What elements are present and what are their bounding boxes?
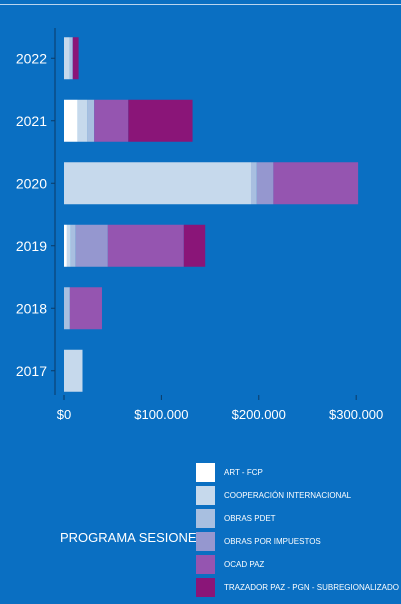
legend-title: PROGRAMA SESIONES [60,530,206,545]
bar-2021-series-1 [77,99,88,142]
bar-2018-series-2 [64,287,70,330]
legend-swatch [196,485,215,505]
bar-2022-series-2 [69,37,73,80]
legend-item: OBRAS POR IMPUESTOS [196,531,321,551]
bar-2021-series-2 [87,99,95,142]
x-tick-label: $0 [57,407,71,422]
legend-label: OBRAS POR IMPUESTOS [224,536,321,546]
legend-label: OBRAS PDET [224,513,276,523]
bar-2021-series-4 [94,99,129,142]
bar-2019-series-5 [183,224,206,267]
top-rule [0,4,401,5]
bar-2019-series-3 [75,224,108,267]
legend-swatch [196,462,215,482]
bar-2022-series-1 [64,37,70,80]
bar-2020-series-2 [250,162,257,205]
legend-item: OCAD PAZ [196,554,264,574]
bar-2019-series-1 [66,224,71,267]
bar-2021-series-5 [128,99,193,142]
legend-label: COOPERACIÓN INTERNACIONAL [224,490,352,500]
legend-item: OBRAS PDET [196,508,276,528]
y-tick-label-2020: 2020 [16,175,47,191]
legend-label: TRAZADOR PAZ - PGN - SUBREGIONALIZADO [224,582,399,592]
y-tick-label-2017: 2017 [16,363,47,379]
legend-item: TRAZADOR PAZ - PGN - SUBREGIONALIZADO [196,577,399,597]
bar-2017-series-1 [64,349,83,392]
y-tick-label-2021: 2021 [16,113,47,129]
legend-swatch [196,508,215,528]
bar-2020-series-3 [256,162,274,205]
y-tick-label-2022: 2022 [16,50,47,66]
legend-swatch [196,577,215,597]
stacked-bar-chart: 2022 2021 2020 2019 2018 2017 $0 $100.000 $200.… [16,28,383,422]
y-tick-label-2018: 2018 [16,300,47,316]
x-axis: $0 $100.000 $200.000 $300.000 [57,395,383,422]
bar-2019-series-4 [107,224,184,267]
bar-2022-series-5 [72,37,79,80]
bar-2019-series-2 [70,224,76,267]
bar-2020-series-4 [273,162,359,205]
legend-swatch [196,554,215,574]
bar-2020-series-1 [64,162,251,205]
legend-item: ART - FCP [196,462,263,482]
legend-label: ART - FCP [224,467,263,477]
x-tick-label: $300.000 [329,407,383,422]
bar-2019-series-0 [64,224,67,267]
x-tick-label: $100.000 [134,407,188,422]
y-axis: 2022 2021 2020 2019 2018 2017 [16,28,56,395]
legend-swatch [196,531,215,551]
bars [64,37,359,392]
bar-2021-series-0 [64,99,78,142]
legend: PROGRAMA SESIONES ART - FCP COOPERACIÓN I… [0,460,401,604]
legend-label: OCAD PAZ [224,559,265,569]
x-tick-label: $200.000 [232,407,286,422]
legend-item: COOPERACIÓN INTERNACIONAL [196,485,351,505]
y-tick-label-2019: 2019 [16,238,47,254]
bar-2018-series-4 [69,287,102,330]
